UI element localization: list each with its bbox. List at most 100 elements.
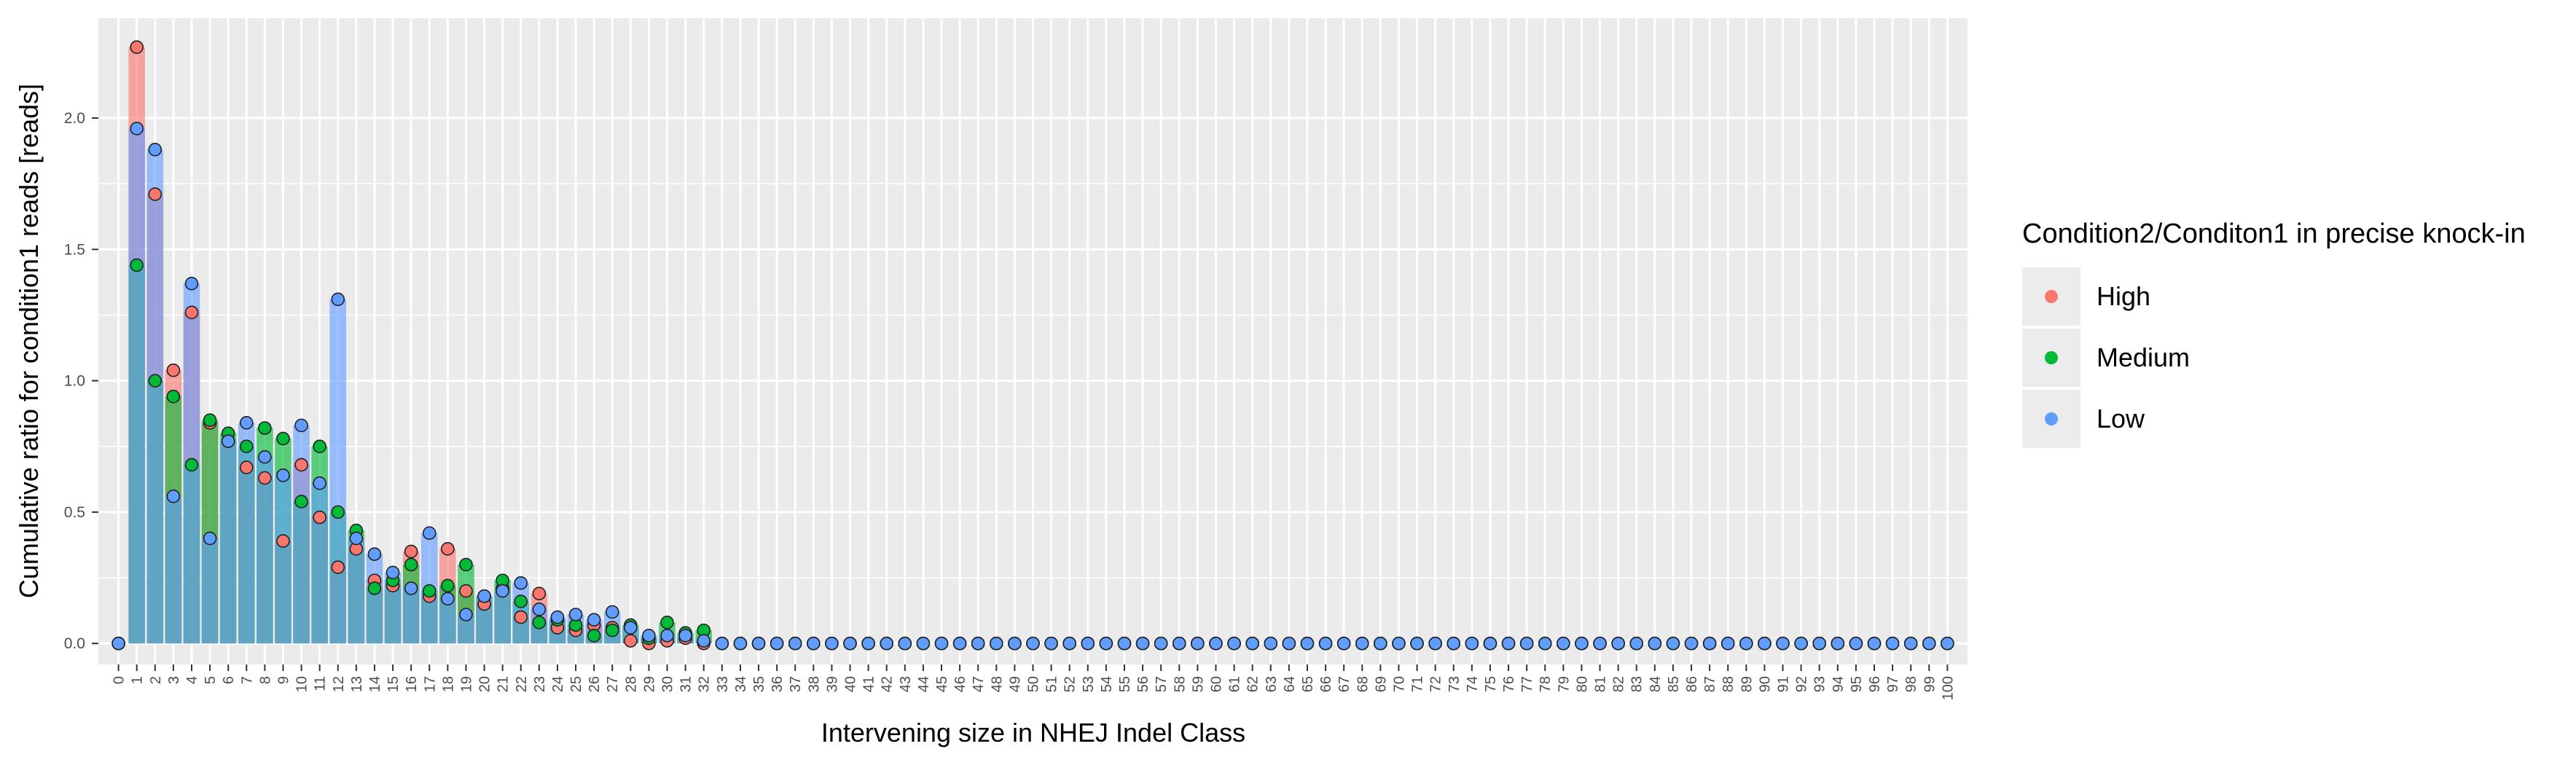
- y-tick-label: 1.5: [64, 241, 85, 258]
- point-low: [1355, 636, 1369, 651]
- x-tick-label: 73: [1446, 676, 1463, 692]
- x-tick-label: 90: [1757, 676, 1773, 692]
- point-low: [349, 531, 364, 546]
- x-tick-label: 64: [1282, 676, 1298, 692]
- point-low: [1941, 636, 1954, 651]
- point-medium: [331, 505, 345, 519]
- bar-low: [165, 496, 182, 644]
- x-tick-label: 5: [203, 676, 219, 684]
- point-low: [605, 605, 619, 619]
- point-low: [130, 122, 144, 136]
- y-tick-label: 2.0: [64, 110, 85, 127]
- point-low: [1611, 636, 1625, 651]
- bar-low: [128, 128, 145, 644]
- point-low: [203, 531, 217, 546]
- point-low: [459, 608, 473, 621]
- legend-title: Condition2/Conditon1 in precise knock-in: [2022, 219, 2526, 249]
- point-low: [1593, 636, 1607, 651]
- legend-dot-medium: [2045, 351, 2058, 364]
- point-low: [1575, 636, 1589, 651]
- x-axis: 0 1 2 3 4 5 6 7 8 9 10 11 12 13 14 15 16 17 18 19 20 21 22 23 24…: [111, 664, 1956, 700]
- x-tick-label: 9: [275, 676, 291, 684]
- point-low: [1209, 636, 1223, 651]
- point-low: [697, 634, 711, 648]
- x-tick-label: 77: [1519, 676, 1535, 692]
- x-tick-label: 87: [1702, 676, 1718, 692]
- x-tick-label: 75: [1483, 676, 1499, 692]
- x-tick-label: 52: [1062, 676, 1078, 692]
- x-tick-label: 99: [1922, 676, 1938, 692]
- legend-label-medium: Medium: [2097, 342, 2191, 372]
- x-tick-label: 7: [239, 676, 255, 684]
- point-high: [313, 510, 326, 525]
- point-medium: [258, 421, 272, 435]
- point-low: [1062, 636, 1076, 651]
- x-tick-label: 71: [1410, 676, 1426, 692]
- point-low: [1410, 636, 1424, 651]
- x-tick-label: 14: [367, 676, 383, 692]
- x-tick-label: 12: [331, 676, 347, 692]
- x-tick-label: 61: [1227, 676, 1243, 692]
- x-tick-label: 63: [1264, 676, 1280, 692]
- x-tick-label: 97: [1885, 676, 1901, 692]
- x-tick-label: 40: [843, 676, 859, 692]
- point-low: [934, 636, 949, 651]
- y-axis-title: Cumulative ratio for condition1 reads [r…: [14, 84, 44, 598]
- x-tick-label: 60: [1208, 676, 1224, 692]
- point-low: [1374, 636, 1387, 651]
- point-high: [294, 458, 308, 472]
- point-low: [642, 629, 656, 643]
- point-low: [496, 584, 509, 598]
- x-tick-label: 20: [477, 676, 493, 692]
- point-low: [1336, 636, 1351, 651]
- point-low: [111, 636, 125, 651]
- point-low: [221, 434, 235, 448]
- point-low: [1392, 636, 1406, 651]
- point-low: [1702, 636, 1717, 651]
- point-low: [239, 415, 254, 430]
- point-high: [404, 544, 418, 559]
- x-tick-label: 72: [1428, 676, 1444, 692]
- x-tick-label: 16: [404, 676, 420, 692]
- x-tick-label: 100: [1940, 676, 1956, 700]
- x-tick-label: 26: [587, 676, 603, 692]
- point-low: [441, 592, 455, 606]
- bar-low: [257, 457, 273, 644]
- point-low: [1135, 636, 1150, 651]
- point-low: [1629, 636, 1644, 651]
- x-tick-label: 65: [1300, 676, 1316, 692]
- point-low: [1867, 636, 1882, 651]
- point-low: [1758, 636, 1772, 651]
- point-low: [258, 450, 272, 464]
- point-low: [1446, 636, 1461, 651]
- bar-low: [146, 149, 164, 644]
- bar-low: [275, 475, 291, 644]
- x-tick-label: 43: [898, 676, 914, 692]
- point-medium: [404, 557, 418, 572]
- point-medium: [441, 578, 455, 593]
- x-tick-label: 46: [952, 676, 968, 692]
- point-low: [1008, 636, 1022, 651]
- point-medium: [148, 374, 163, 388]
- point-high: [148, 187, 163, 201]
- x-tick-label: 28: [623, 676, 639, 692]
- x-tick-label: 41: [861, 676, 877, 692]
- point-medium: [514, 595, 528, 608]
- x-tick-label: 58: [1172, 676, 1188, 692]
- x-tick-label: 36: [770, 676, 786, 692]
- x-tick-label: 96: [1867, 676, 1883, 692]
- point-low: [1282, 636, 1296, 651]
- point-high: [239, 460, 254, 474]
- point-low: [898, 636, 912, 651]
- x-tick-label: 66: [1318, 676, 1334, 692]
- x-tick-label: 38: [806, 676, 822, 692]
- x-tick-label: 94: [1831, 676, 1847, 692]
- x-tick-label: 53: [1081, 676, 1097, 692]
- point-medium: [660, 616, 674, 629]
- point-low: [1903, 636, 1918, 651]
- point-low: [1264, 636, 1278, 651]
- x-tick-label: 8: [257, 676, 273, 684]
- point-layer: [111, 40, 1954, 651]
- point-low: [715, 636, 729, 651]
- x-tick-label: 93: [1812, 676, 1828, 692]
